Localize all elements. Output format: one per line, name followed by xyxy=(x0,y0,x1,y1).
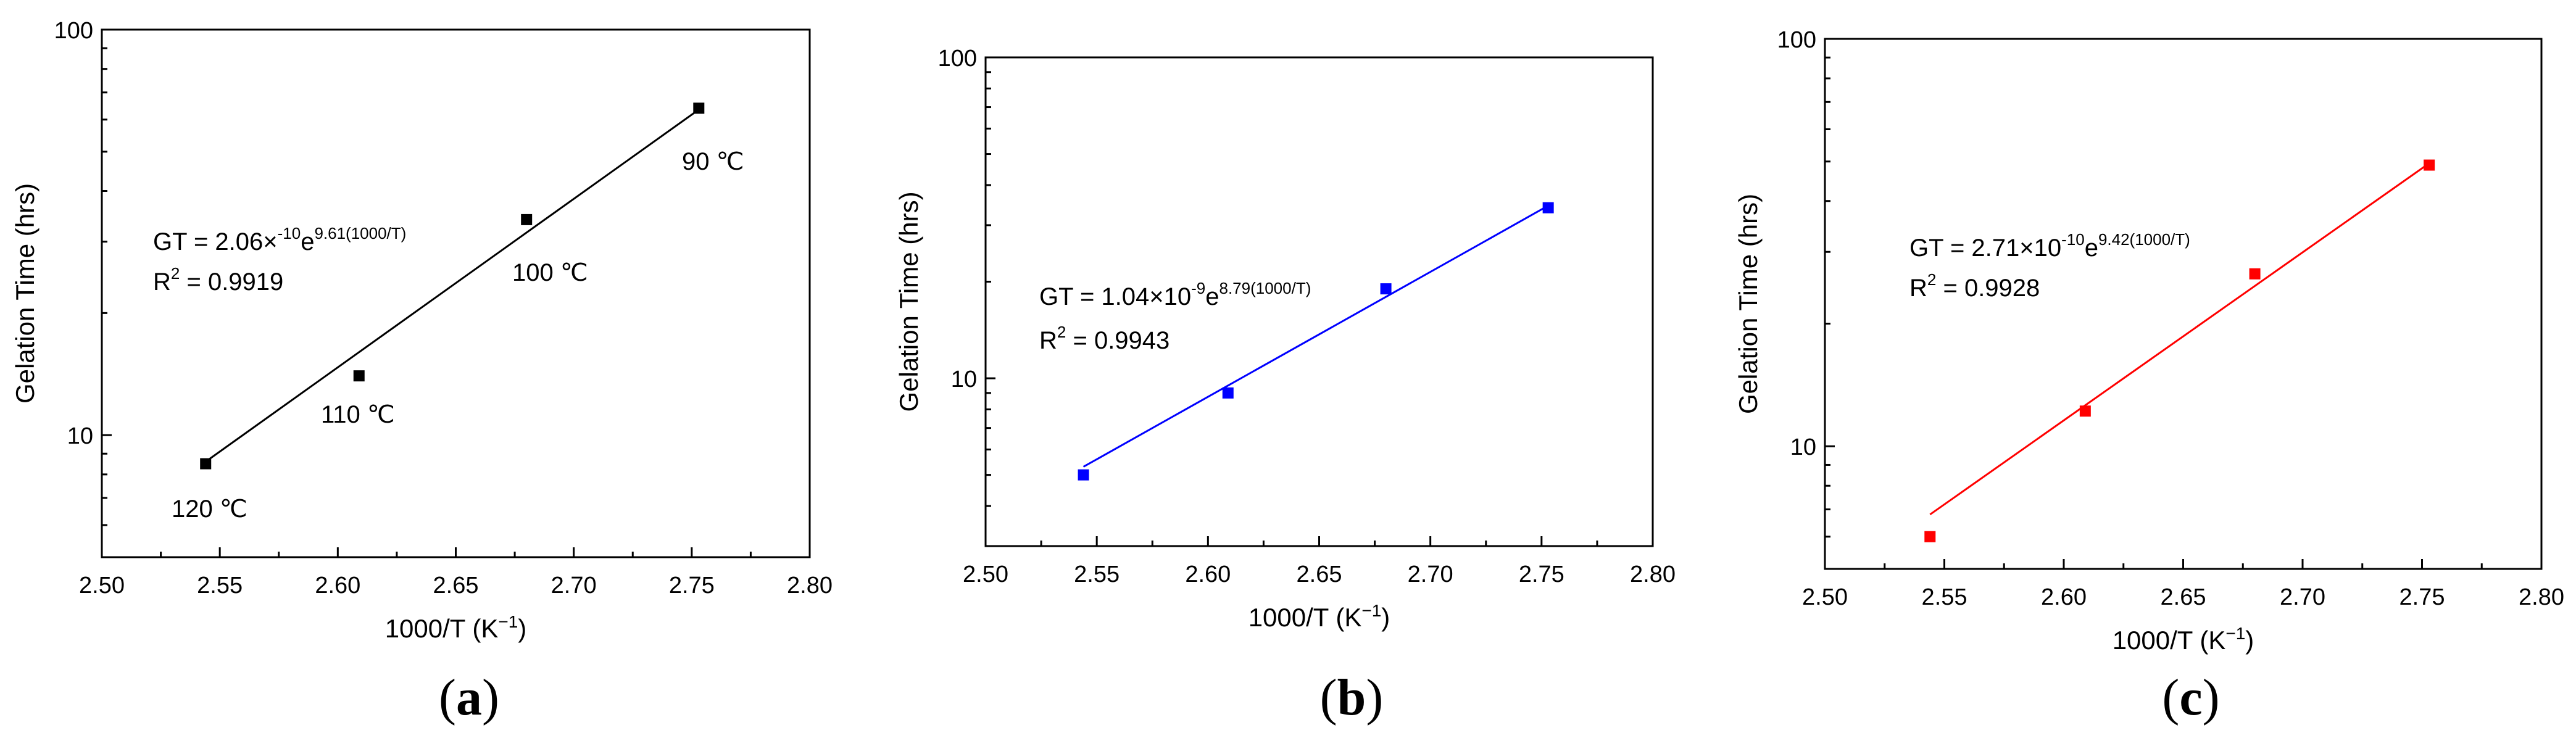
data-point xyxy=(521,213,533,225)
x-tick-label: 2.70 xyxy=(2280,584,2325,610)
x-tick-label: 2.65 xyxy=(1297,562,1342,587)
x-tick-label: 2.50 xyxy=(79,573,125,599)
r-squared: R2 = 0.9928 xyxy=(1909,270,2040,302)
data-point xyxy=(1542,202,1554,213)
caption-close: ) xyxy=(1366,669,1384,726)
x-tick-label: 2.60 xyxy=(1185,562,1231,587)
x-tick-label: 2.65 xyxy=(433,573,479,599)
data-point xyxy=(693,102,705,114)
caption-b: (b) xyxy=(1259,668,1444,727)
data-point xyxy=(200,458,212,470)
x-tick-label: 2.60 xyxy=(2041,584,2087,610)
caption-close: ) xyxy=(482,669,499,726)
y-tick-label: 100 xyxy=(1777,27,1816,53)
data-point xyxy=(1222,387,1234,399)
caption-letter: c xyxy=(2179,669,2203,726)
x-axis-label: 1000/T (K−1) xyxy=(385,612,527,643)
plot-frame xyxy=(1824,38,2543,570)
chart-b: 2.50 2.55 2.60 2.65 2.70 2.75 2.80 10 100 1000/T … xyxy=(894,46,1676,632)
caption-c: (c) xyxy=(2098,668,2283,727)
data-point xyxy=(2249,268,2261,280)
x-tick-label: 2.70 xyxy=(551,573,597,599)
fit-line xyxy=(1929,162,2430,516)
chart-panel-a: 2.50 2.55 2.60 2.65 2.70 2.75 2.80 10 100 1000/T … xyxy=(0,0,858,746)
data-point xyxy=(2424,159,2435,171)
caption-letter: b xyxy=(1337,669,1366,726)
x-axis-label: 1000/T (K−1) xyxy=(1249,601,1390,632)
x-tick-label: 2.80 xyxy=(2519,584,2564,610)
x-tick-label: 2.55 xyxy=(1074,562,1120,587)
x-tick-label: 2.50 xyxy=(963,562,1008,587)
chart-panel-b: 2.50 2.55 2.60 2.65 2.70 2.75 2.80 10 100 1000/T … xyxy=(858,0,1716,746)
chart-a: 2.50 2.55 2.60 2.65 2.70 2.75 2.80 10 100 1000/T … xyxy=(10,18,833,643)
caption-close: ) xyxy=(2202,669,2220,726)
x-tick-label: 2.70 xyxy=(1408,562,1453,587)
x-tick-label: 2.75 xyxy=(2399,584,2445,610)
x-tick-label: 2.65 xyxy=(2161,584,2206,610)
point-label: 110 ℃ xyxy=(321,401,395,428)
chart-panel-c: 2.50 2.55 2.60 2.65 2.70 2.75 2.80 10 100 1000/T … xyxy=(1716,0,2576,746)
x-tick-label: 2.55 xyxy=(1922,584,1967,610)
data-point xyxy=(353,370,365,382)
fit-equation: GT = 2.06×-10e9.61(1000/T) xyxy=(153,224,406,255)
point-label: 90 ℃ xyxy=(682,148,744,175)
x-tick-label: 2.80 xyxy=(787,573,833,599)
fit-line xyxy=(1082,205,1549,468)
x-tick-label: 2.60 xyxy=(315,573,360,599)
y-axis-label: Gelation Time (hrs) xyxy=(1734,194,1763,414)
r-squared: R2 = 0.9919 xyxy=(153,264,283,296)
point-label: 100 ℃ xyxy=(512,259,588,286)
caption-letter: a xyxy=(456,669,482,726)
data-point xyxy=(2079,405,2091,417)
y-axis-label: Gelation Time (hrs) xyxy=(894,191,923,412)
data-point xyxy=(1924,531,1936,542)
r-squared: R2 = 0.9943 xyxy=(1039,323,1170,354)
y-tick-label: 10 xyxy=(1790,434,1816,460)
fit-line xyxy=(205,109,700,463)
x-axis-label: 1000/T (K−1) xyxy=(2113,624,2254,655)
y-tick-label: 100 xyxy=(54,18,93,44)
x-tick-label: 2.55 xyxy=(197,573,243,599)
y-tick-label: 100 xyxy=(938,46,977,72)
fit-equation: GT = 2.71×10-10e9.42(1000/T) xyxy=(1909,230,2190,262)
x-tick-label: 2.80 xyxy=(1630,562,1676,587)
x-tick-label: 2.75 xyxy=(669,573,715,599)
caption-a: (a) xyxy=(376,668,562,727)
data-point xyxy=(1380,283,1392,295)
point-label: 120 ℃ xyxy=(172,495,247,523)
caption-open: ( xyxy=(2162,669,2180,726)
y-tick-label: 10 xyxy=(951,367,977,392)
chart-c: 2.50 2.55 2.60 2.65 2.70 2.75 2.80 10 100 1000/T … xyxy=(1734,27,2564,655)
caption-open: ( xyxy=(1319,669,1337,726)
data-point xyxy=(1078,469,1089,481)
caption-open: ( xyxy=(439,669,456,726)
y-tick-label: 10 xyxy=(67,423,93,449)
x-tick-label: 2.75 xyxy=(1519,562,1564,587)
y-axis-label: Gelation Time (hrs) xyxy=(10,183,39,404)
fit-equation: GT = 1.04×10-9e8.79(1000/T) xyxy=(1039,279,1311,310)
x-tick-label: 2.50 xyxy=(1802,584,1848,610)
